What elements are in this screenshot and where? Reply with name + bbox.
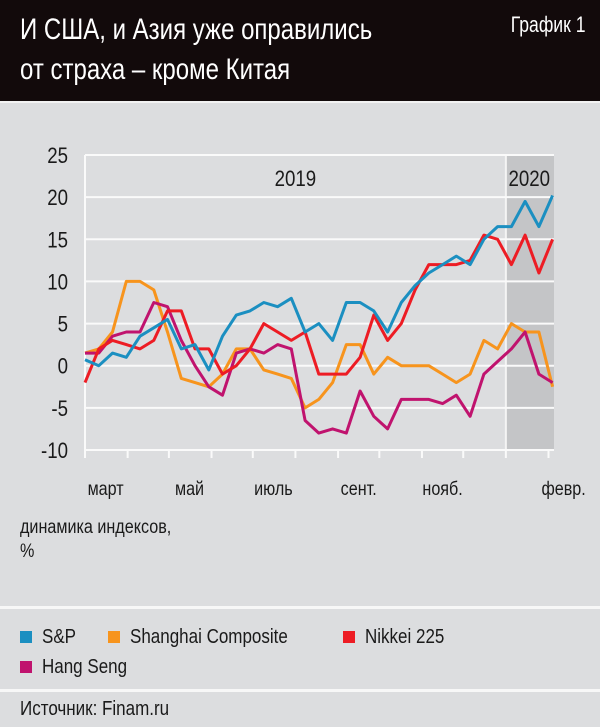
x-tick-label: май: [175, 478, 204, 500]
legend-label: Shanghai Composite: [130, 625, 289, 648]
series-line-hang-seng: [85, 301, 554, 435]
y-tick-label: 25: [47, 145, 68, 169]
year-label: 2020: [508, 168, 550, 192]
chart-title: И США, и Азия уже оправились от страха –…: [20, 10, 372, 90]
y-tick-label: -10: [41, 440, 68, 464]
legend-swatch: [108, 631, 121, 643]
legend-swatch: [20, 661, 32, 673]
legend-swatch: [20, 631, 32, 643]
legend-label: S&P: [42, 625, 77, 648]
y-tick-label: 10: [47, 271, 68, 295]
legend-item-shanghai: Shanghai Composite: [108, 622, 316, 652]
y-axis-caption-line-1: динамика индексов,: [20, 517, 172, 538]
legend-label: Nikkei 225: [364, 625, 445, 648]
legend: S&P Shanghai Composite Nikkei 225 Hang S…: [20, 622, 590, 682]
chart-number: График 1: [511, 12, 586, 37]
y-tick-label: 15: [47, 229, 68, 253]
x-tick-label: нояб.: [422, 478, 462, 500]
x-tick-label: февр.: [541, 478, 585, 500]
y-axis-caption: динамика индексов, %: [20, 516, 171, 564]
y-axis-caption-unit: %: [20, 541, 35, 562]
y-tick-label: 5: [58, 313, 68, 337]
legend-item-sp: S&P: [20, 622, 82, 652]
divider: [0, 606, 600, 609]
y-tick-label: 0: [58, 355, 68, 379]
x-tick-label: июль: [254, 478, 293, 500]
x-tick-label: март: [88, 478, 124, 500]
series-line-s-p: [84, 194, 554, 372]
divider: [0, 689, 600, 692]
series-line-nikkei-225: [83, 233, 554, 384]
legend-item-hang-seng: Hang Seng: [20, 652, 142, 682]
source-note: Источник: Finam.ru: [20, 698, 170, 720]
y-tick-label: 20: [47, 187, 68, 211]
series-line-shanghai-composite: [84, 279, 555, 410]
legend-label: Hang Seng: [42, 655, 128, 678]
legend-item-nikkei: Nikkei 225: [342, 622, 458, 652]
shaded-region-2020: [505, 155, 554, 450]
line-chart: 25 20 15 10 5 0 -5 -10 март май июль сент. нояб. февр…: [41, 145, 586, 500]
header: И США, и Азия уже оправились от страха –…: [0, 0, 600, 103]
title-line-2: от страха – кроме Китая: [20, 53, 291, 86]
title-line-1: И США, и Азия уже оправились: [20, 13, 373, 46]
year-label: 2019: [275, 168, 317, 192]
y-tick-label: -5: [51, 398, 68, 422]
legend-swatch: [342, 631, 355, 643]
x-tick-label: сент.: [341, 478, 377, 500]
